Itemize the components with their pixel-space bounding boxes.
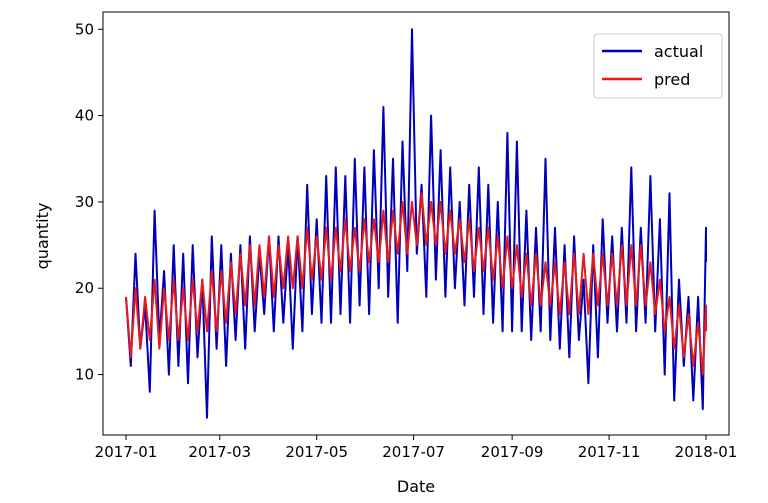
y-tick-label: 50: [75, 20, 94, 38]
x-tick-label: 2017-01: [95, 443, 158, 461]
x-tick-label: 2017-11: [578, 443, 641, 461]
series-layer: [125, 28, 707, 419]
x-tick-label: 2018-01: [675, 443, 738, 461]
y-tick-label: 40: [75, 107, 94, 125]
x-tick-label: 2017-09: [481, 443, 544, 461]
x-tick-label: 2017-03: [188, 443, 251, 461]
legend-label-actual: actual: [654, 42, 703, 61]
x-axis-label: Date: [397, 477, 435, 496]
y-tick-label: 20: [75, 279, 94, 297]
y-axis-ticks: 10 20 30 40 50: [75, 20, 103, 384]
plot-frame: [102, 11, 730, 436]
series-line-pred: [125, 192, 707, 376]
y-tick-label: 30: [75, 193, 94, 211]
legend-label-pred: pred: [654, 70, 690, 89]
y-tick-label: 10: [75, 366, 94, 384]
x-axis-ticks: 2017-01 2017-03 2017-05 2017-07 2017-09 2017-…: [95, 435, 738, 461]
legend: actual pred: [593, 33, 723, 99]
x-tick-label: 2017-07: [382, 443, 445, 461]
y-axis-label: quantity: [33, 203, 52, 270]
x-tick-label: 2017-05: [285, 443, 348, 461]
